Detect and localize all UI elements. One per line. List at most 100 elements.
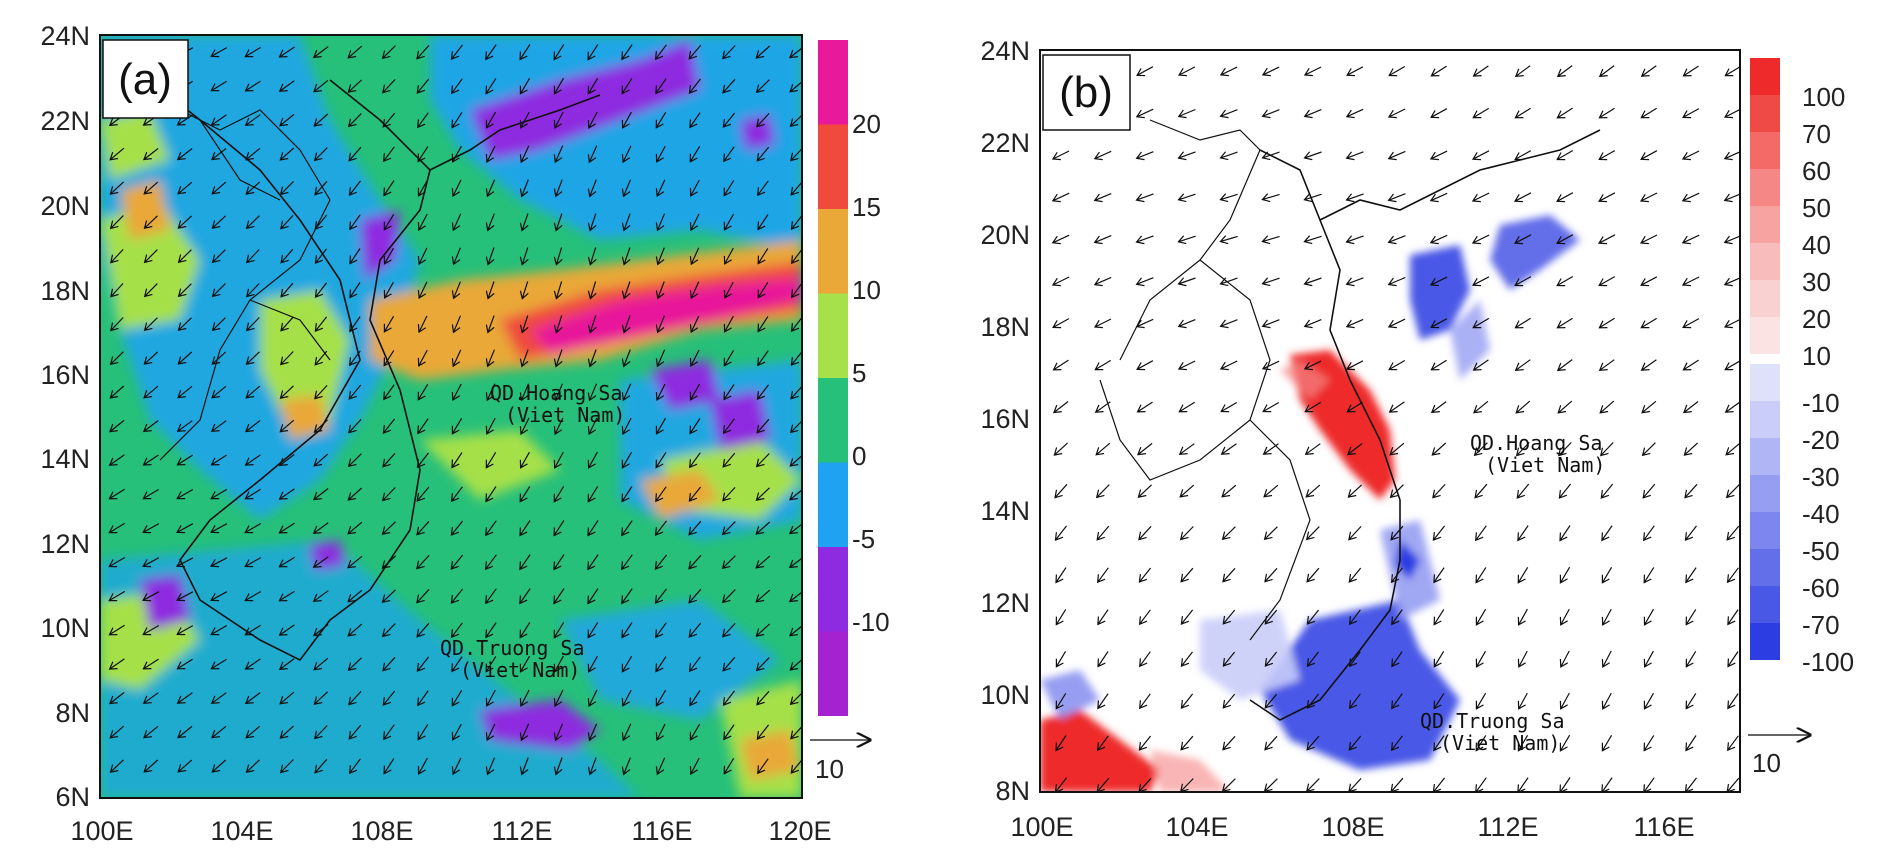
- wind-arrow: [349, 316, 361, 333]
- panel-a-island-hoangsa-sub: (Viet Nam): [505, 403, 625, 427]
- wind-arrow: [722, 690, 735, 707]
- wind-arrow: [655, 757, 666, 776]
- colorbar-swatch: [818, 631, 848, 716]
- wind-arrow: [209, 557, 228, 568]
- wind-arrow: [211, 759, 227, 773]
- wind-arrow: [1432, 483, 1446, 499]
- wind-arrow: [1051, 150, 1070, 161]
- wind-arrow: [1513, 192, 1532, 203]
- wind-arrow: [312, 488, 329, 501]
- wind-arrow: [1429, 234, 1448, 245]
- wind-arrow: [1388, 401, 1405, 413]
- wind-arrow: [1472, 359, 1489, 371]
- wind-arrow: [1559, 525, 1571, 542]
- wind-arrow: [142, 591, 160, 602]
- lat-tick: 24N: [40, 21, 90, 51]
- colorbar-swatch: [1750, 401, 1780, 438]
- wind-arrow: [1387, 150, 1406, 161]
- wind-arrow: [587, 44, 599, 61]
- lat-tick: 10N: [40, 613, 90, 643]
- wind-arrow: [1723, 318, 1740, 329]
- panel-b-colorbar: [1750, 58, 1780, 660]
- wind-arrow: [1303, 235, 1322, 245]
- wind-arrow: [790, 350, 802, 366]
- wind-arrow: [1305, 526, 1320, 541]
- wind-arrow: [1474, 483, 1488, 499]
- wind-arrow: [553, 485, 565, 503]
- wind-arrow: [383, 247, 395, 265]
- wind-arrow: [553, 554, 565, 571]
- panel-b-island-truongsa-sub: (Viet Nam): [1440, 731, 1560, 755]
- wind-arrow: [416, 520, 430, 536]
- wind-arrow: [1685, 693, 1697, 710]
- wind-arrow: [756, 384, 769, 401]
- wind-arrow: [1052, 401, 1069, 414]
- wind-arrow: [553, 723, 564, 742]
- wind-arrow: [688, 78, 701, 95]
- wind-arrow: [790, 316, 802, 333]
- wind-arrow: [1306, 651, 1319, 668]
- wind-arrow: [313, 79, 329, 93]
- wind-arrow: [1264, 609, 1278, 625]
- wind-arrow: [1559, 608, 1570, 626]
- colorbar-label: 40: [1802, 230, 1831, 260]
- wind-arrow: [721, 521, 736, 536]
- panel-b-shading: [1040, 215, 1580, 792]
- wind-arrow: [1346, 66, 1364, 77]
- panel-b-island-hoangsa: QD.Hoang Sa: [1470, 431, 1602, 455]
- wind-arrow: [757, 758, 769, 775]
- panel-a-colorbar: [818, 40, 848, 716]
- wind-arrow: [382, 146, 395, 163]
- wind-arrow: [587, 383, 598, 402]
- wind-arrow: [383, 213, 395, 231]
- wind-arrow: [1601, 650, 1612, 669]
- panel-a-borders: [129, 59, 331, 461]
- wind-arrow: [485, 213, 495, 232]
- wind-arrow: [1135, 151, 1154, 161]
- wind-arrow: [1053, 442, 1069, 456]
- wind-arrow: [1345, 360, 1364, 371]
- wind-arrow: [1348, 525, 1362, 541]
- colorbar-label: 20: [852, 109, 881, 139]
- wind-arrow: [1135, 318, 1154, 329]
- lon-tick: 112E: [1477, 812, 1538, 842]
- wind-arrow: [655, 281, 665, 300]
- wind-arrow: [755, 453, 770, 468]
- wind-arrow: [1723, 277, 1740, 287]
- wind-arrow: [1219, 109, 1238, 119]
- wind-arrow: [655, 78, 667, 95]
- wind-arrow: [312, 590, 329, 602]
- wind-arrow: [108, 454, 125, 466]
- wind-arrow: [108, 488, 125, 500]
- wind-arrow: [142, 557, 160, 568]
- wind-arrow: [485, 451, 497, 469]
- colorbar-swatch: [818, 209, 848, 294]
- wind-arrow: [1430, 65, 1447, 77]
- colorbar-swatch: [818, 547, 848, 632]
- wind-arrow: [1222, 735, 1236, 751]
- wind-arrow: [723, 180, 735, 197]
- wind-arrow: [348, 384, 362, 400]
- wind-arrow: [722, 656, 736, 672]
- wind-arrow: [1180, 567, 1194, 583]
- wind-arrow: [210, 420, 227, 432]
- wind-arrow: [451, 452, 463, 469]
- colorbar-label: 15: [852, 192, 881, 222]
- wind-arrow: [1601, 566, 1613, 584]
- wind-arrow: [246, 283, 260, 298]
- wind-arrow: [621, 723, 632, 742]
- wind-arrow: [1391, 693, 1403, 710]
- wind-arrow: [1345, 318, 1364, 329]
- wind-arrow: [1601, 525, 1613, 542]
- wind-arrow: [1391, 609, 1403, 626]
- panel-b-coastline: [1249, 129, 1601, 721]
- wind-arrow: [1054, 525, 1067, 542]
- wind-arrow: [587, 451, 598, 469]
- wind-arrow: [417, 690, 429, 707]
- wind-arrow: [1220, 443, 1237, 455]
- wind-arrow: [1179, 484, 1195, 498]
- wind-arrow: [1390, 525, 1404, 541]
- wind-arrow: [1222, 651, 1236, 667]
- wind-arrow: [210, 488, 228, 500]
- wind-arrow: [348, 418, 362, 434]
